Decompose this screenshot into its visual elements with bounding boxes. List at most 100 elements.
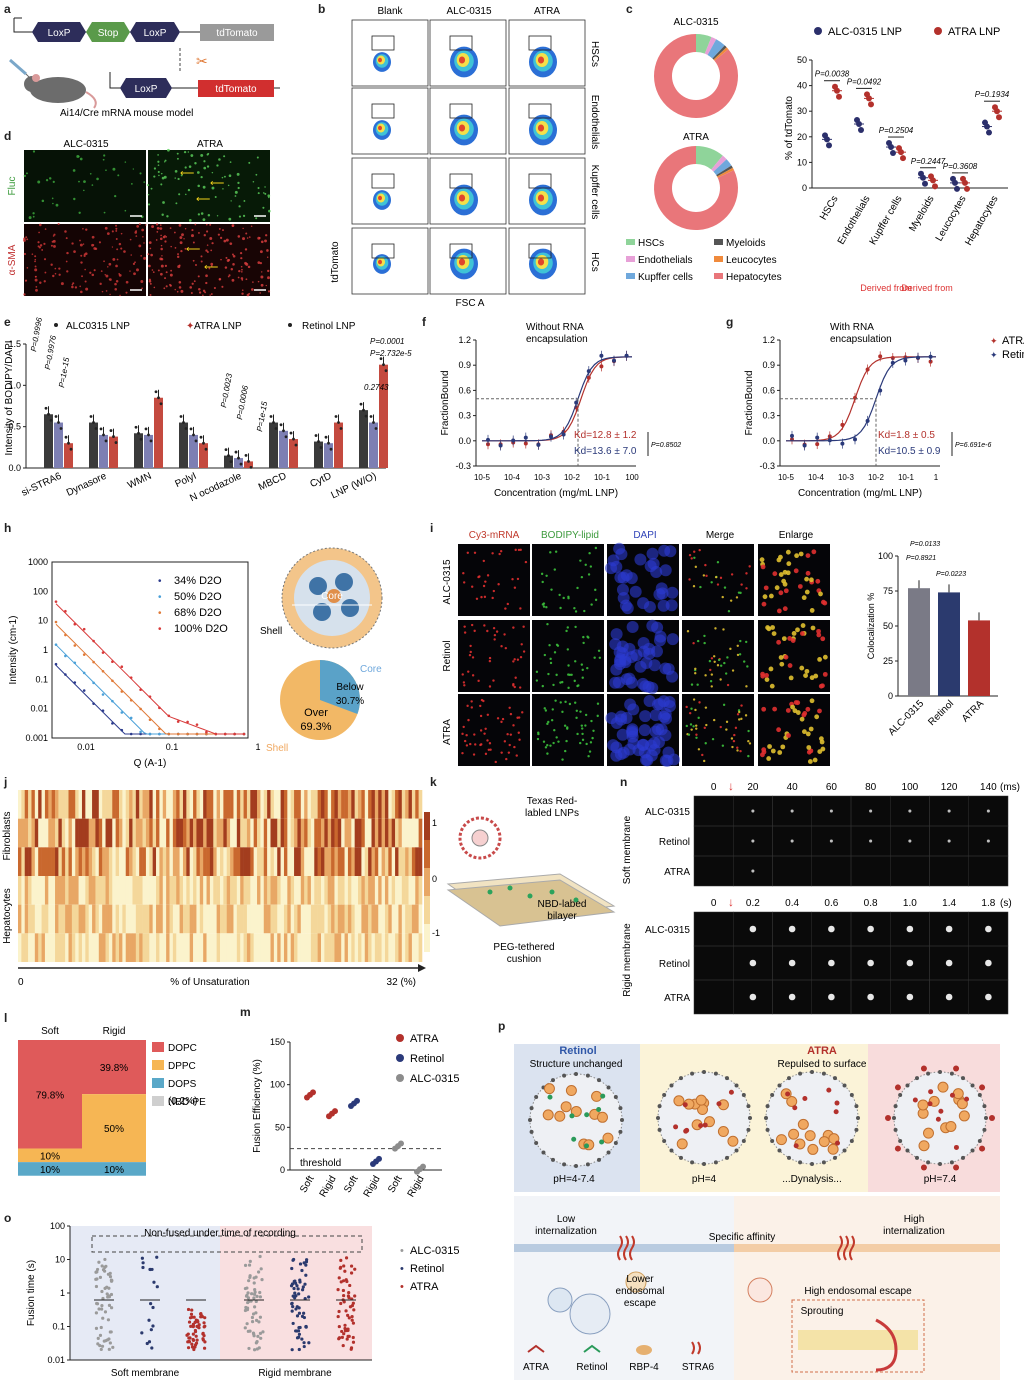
tdtomato-dot-plot: 01020304050P=0.0038HSCsP=0.0492Endotheli… (797, 55, 1010, 248)
fluorescence-speck (23, 252, 27, 256)
heatmap-cell (327, 818, 332, 848)
fluorescence-speck (65, 260, 68, 263)
fluorescence-speck (267, 290, 271, 293)
fluorescence-speck (704, 674, 707, 677)
x-tick-label: Endothelials (836, 194, 873, 247)
heatmap-cell (166, 904, 170, 934)
heatmap-cell (378, 847, 382, 876)
heatmap-cell (314, 876, 318, 905)
heatmap-cell (78, 904, 83, 934)
heatmap-cell (213, 876, 217, 905)
lipid-head (770, 1139, 775, 1143)
heatmap-cell (230, 847, 234, 876)
p-retinol-sub: Structure unchanged (530, 1059, 623, 1070)
data-point (332, 1108, 338, 1115)
heatmap-cell (88, 933, 93, 962)
fluorescence-speck (136, 225, 140, 228)
y-tick-label: 0.9 (458, 360, 471, 370)
fluorescence-speck (537, 731, 540, 734)
heatmap-cell (132, 790, 137, 819)
x-tick-label: Hepatocytes (963, 194, 1000, 248)
fluorescence-speck (209, 223, 212, 226)
fluorescence-speck (694, 672, 697, 675)
mrna-cargo (952, 1088, 964, 1100)
heatmap-cell (307, 847, 312, 876)
fluorescence-speck (740, 717, 743, 721)
heatmap-cell (253, 790, 258, 819)
e-legend: ALC0315 LNP ✦ ATRA LNP Retinol LNP (54, 321, 356, 332)
data-point (304, 1273, 308, 1277)
x-axis-label: Concentration (mg/mL LNP) (494, 488, 618, 499)
fluorescence-speck (206, 250, 209, 253)
data-point (199, 435, 203, 439)
fluorescence-speck (205, 223, 208, 226)
data-point (194, 1334, 198, 1338)
data-point (346, 1328, 350, 1333)
fluorescence-speck (157, 269, 160, 272)
fluorescence-speck (643, 600, 656, 613)
fluorescence-speck (71, 242, 74, 245)
data-point (189, 427, 193, 431)
kd-label-atra: Kd=1.8 ± 0.5 (878, 430, 935, 441)
heatmap-cell (122, 847, 127, 876)
data-point (379, 357, 383, 361)
fluorescence-speck (160, 234, 162, 237)
heatmap-cell (250, 790, 254, 819)
time-label: 40 (787, 782, 799, 793)
heatmap-cell (243, 818, 248, 848)
fluorescence-speck (704, 742, 707, 745)
fluorescence-speck (116, 258, 119, 261)
fluorescence-speck (745, 640, 748, 644)
lipid-head (748, 1116, 752, 1120)
heatmap-cell (28, 933, 32, 962)
fluorescence-speck (264, 239, 267, 243)
fluorescence-speck (813, 673, 819, 679)
lipid-head (765, 1104, 770, 1109)
heatmap-cell (44, 933, 49, 962)
fluorescence-speck (743, 660, 746, 663)
fluorescence-speck (176, 255, 180, 259)
fluorescence-speck (736, 713, 740, 716)
heatmap-cell (230, 818, 234, 848)
fluorescence-speck (598, 656, 602, 660)
fluorescence-speck (211, 171, 214, 174)
fluorescence-speck (714, 575, 718, 579)
heatmap-cell (21, 847, 26, 876)
heatmap-cell (81, 933, 86, 962)
membrane-composition-bars: Soft79.8%10%10%Rigid39.8%50%10%DOPCDPPCD… (18, 1026, 206, 1176)
heatmap-cell (405, 790, 409, 819)
fluorescence-speck (196, 171, 200, 174)
heatmap-cell (44, 904, 49, 934)
fusion-spot (829, 839, 833, 843)
heatmap-cell (395, 933, 399, 962)
fluorescence-speck (180, 289, 184, 293)
fluorescence-speck (806, 749, 812, 755)
k-mid-label: NBD-labed bilayer (538, 899, 587, 922)
heatmap-cell (290, 876, 295, 905)
heatmap-cell (233, 847, 238, 876)
fluorescence-speck (704, 706, 708, 709)
fluorescence-speck (34, 268, 38, 272)
fluorescence-speck (238, 205, 241, 208)
fluorescence-speck (591, 736, 594, 740)
data-point (337, 1309, 341, 1314)
fluorescence-speck (770, 748, 776, 754)
data-point (187, 1320, 192, 1324)
fluorescence-speck (816, 632, 822, 638)
lipid-head (949, 1071, 954, 1076)
legend-marker: • (400, 1263, 404, 1275)
heatmap-cell (220, 847, 224, 876)
y-tick-label: 0.1 (35, 674, 48, 684)
heatmap-cell (51, 847, 56, 876)
data-point (95, 1277, 99, 1281)
heatmap-cell (81, 876, 86, 905)
fluorescence-speck (811, 549, 817, 555)
fluorescence-speck (517, 731, 520, 734)
fluorescence-speck (105, 169, 107, 172)
lipid-head (821, 1160, 826, 1165)
data-point (246, 1300, 250, 1305)
fluorescence-speck (518, 686, 522, 689)
pie-over-pct: 69.3% (300, 721, 331, 733)
fluorescence-speck (692, 585, 696, 588)
fluorescence-speck (816, 628, 821, 634)
